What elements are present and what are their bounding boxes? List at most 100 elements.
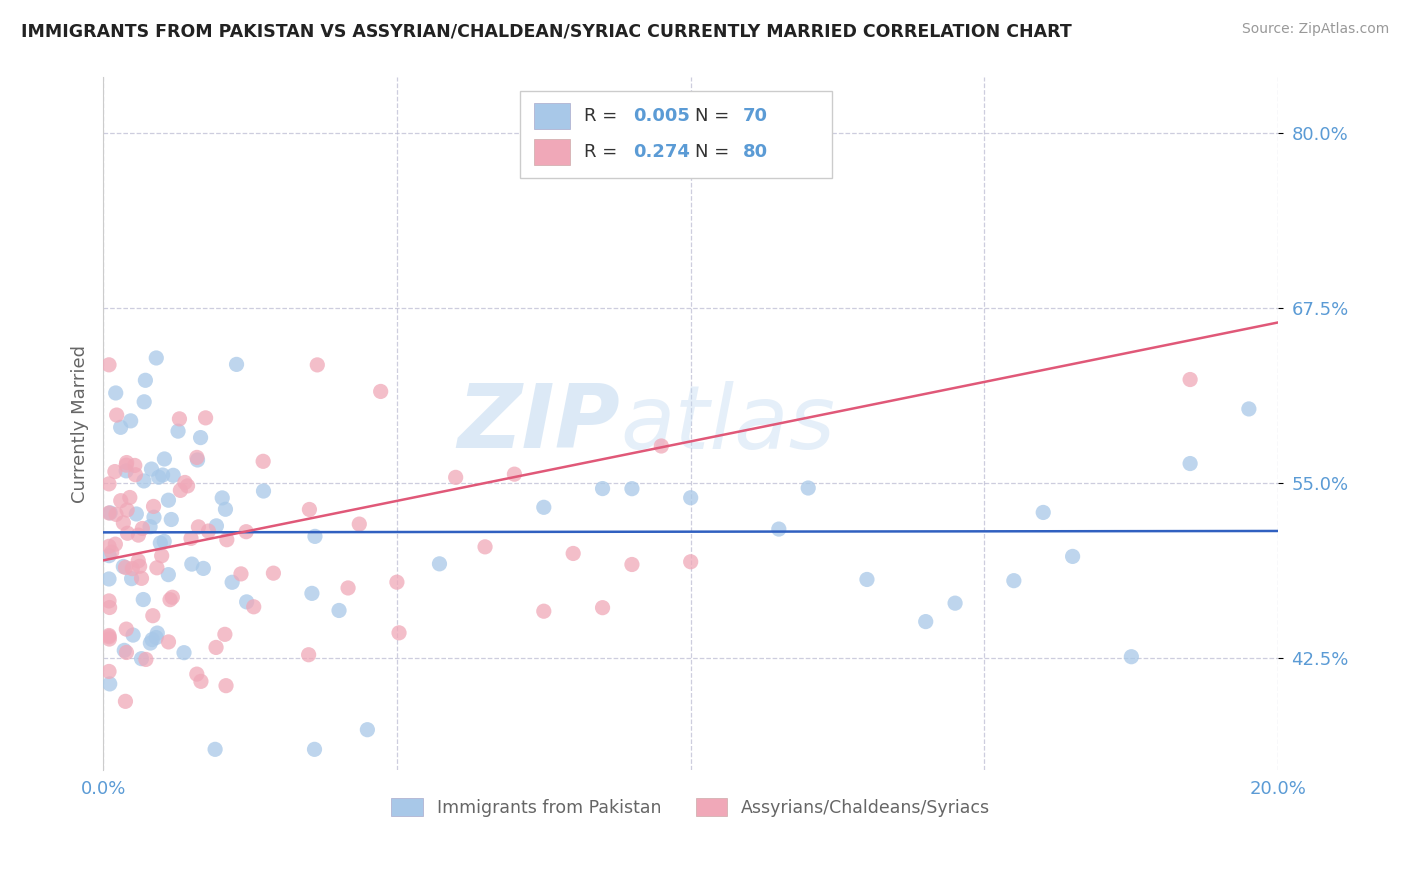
Point [169, 483, 191, 498]
Point [131, 571, 153, 585]
Point [173, 475, 195, 490]
Point [370, 384, 392, 399]
Point [98, 600, 121, 615]
Point [307, 358, 329, 372]
Point [115, 464, 138, 478]
Point [215, 533, 238, 547]
Point [298, 648, 321, 662]
Point [142, 608, 165, 623]
Point [115, 456, 138, 470]
Point [98, 539, 121, 553]
Point [98, 476, 121, 491]
Point [110, 493, 132, 508]
Point [118, 491, 141, 505]
Point [190, 431, 212, 445]
Point [429, 557, 451, 571]
Point [157, 493, 180, 508]
Point [146, 561, 169, 575]
Point [225, 358, 247, 372]
Point [104, 386, 127, 401]
Point [115, 503, 138, 517]
Point [100, 545, 122, 559]
Point [592, 600, 614, 615]
Point [197, 524, 219, 538]
Point [1062, 549, 1084, 564]
Point [215, 679, 238, 693]
Point [125, 507, 148, 521]
Legend: Immigrants from Pakistan, Assyrians/Chaldeans/Syriacs: Immigrants from Pakistan, Assyrians/Chal… [384, 791, 997, 824]
Point [1121, 649, 1143, 664]
Point [131, 651, 153, 665]
Point [169, 412, 191, 426]
FancyBboxPatch shape [534, 103, 569, 129]
Point [180, 557, 202, 571]
Point [304, 742, 326, 756]
Text: ZIP: ZIP [457, 380, 620, 467]
Point [304, 529, 326, 543]
Point [211, 491, 233, 505]
Point [943, 596, 966, 610]
Point [98, 665, 121, 679]
Point [193, 561, 215, 575]
Point [235, 524, 257, 539]
Point [337, 581, 360, 595]
Point [157, 567, 180, 582]
Point [235, 595, 257, 609]
Point [114, 560, 136, 574]
Point [159, 592, 181, 607]
Point [229, 566, 252, 581]
Point [134, 373, 156, 387]
Point [115, 622, 138, 636]
Point [650, 439, 672, 453]
Point [190, 674, 212, 689]
Point [620, 558, 643, 572]
Point [112, 559, 135, 574]
Point [298, 502, 321, 516]
Point [139, 519, 162, 533]
Point [152, 468, 174, 483]
Point [128, 559, 150, 574]
FancyBboxPatch shape [534, 139, 569, 165]
Point [134, 394, 156, 409]
Point [797, 481, 820, 495]
Text: 0.005: 0.005 [633, 107, 690, 125]
Point [1178, 457, 1201, 471]
Point [132, 592, 155, 607]
Point [98, 506, 121, 520]
Point [122, 628, 145, 642]
Point [205, 519, 228, 533]
Point [388, 625, 411, 640]
Point [145, 351, 167, 365]
Text: R =: R = [583, 144, 623, 161]
Point [104, 537, 127, 551]
Text: 70: 70 [742, 107, 768, 125]
Point [301, 586, 323, 600]
Point [620, 482, 643, 496]
Point [1002, 574, 1025, 588]
Point [98, 628, 121, 642]
Point [115, 645, 138, 659]
Point [562, 546, 585, 560]
Text: N =: N = [696, 107, 735, 125]
Point [444, 470, 467, 484]
Point [162, 468, 184, 483]
Point [117, 526, 139, 541]
Point [98, 630, 121, 644]
Point [104, 465, 127, 479]
Point [121, 572, 143, 586]
Text: 80: 80 [742, 144, 768, 161]
Point [162, 591, 184, 605]
Point [186, 453, 208, 467]
Point [533, 604, 555, 618]
Point [160, 512, 183, 526]
Point [98, 506, 121, 520]
Text: IMMIGRANTS FROM PAKISTAN VS ASSYRIAN/CHALDEAN/SYRIAC CURRENTLY MARRIED CORRELATI: IMMIGRANTS FROM PAKISTAN VS ASSYRIAN/CHA… [21, 22, 1071, 40]
Point [356, 723, 378, 737]
Point [98, 677, 121, 691]
Point [1178, 372, 1201, 386]
Text: R =: R = [583, 107, 623, 125]
Point [98, 572, 121, 586]
Point [153, 534, 176, 549]
Point [141, 462, 163, 476]
Point [214, 502, 236, 516]
